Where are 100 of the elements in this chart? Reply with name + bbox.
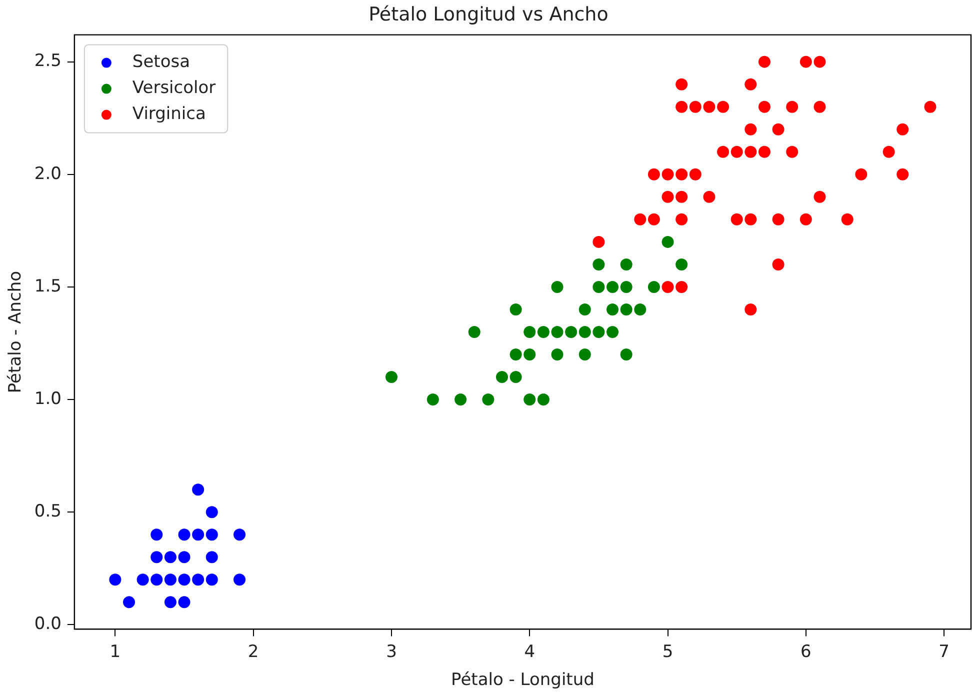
point	[896, 168, 909, 180]
point	[620, 303, 632, 316]
point	[662, 168, 674, 180]
y-axis-title: Pétalo - Ancho	[6, 270, 26, 394]
point	[606, 326, 619, 338]
x-tick-label: 4	[524, 642, 536, 662]
y-tick-label: 0.0	[34, 614, 62, 634]
point	[717, 100, 730, 113]
point	[896, 123, 909, 136]
point	[551, 280, 564, 293]
point	[592, 280, 605, 293]
point	[676, 213, 688, 226]
point	[178, 574, 190, 586]
y-tick-label: 2.5	[34, 51, 62, 72]
point	[772, 123, 784, 136]
chart-title: Pétalo Longitud vs Ancho	[368, 3, 608, 26]
point	[730, 146, 743, 158]
point	[606, 303, 619, 316]
point	[676, 280, 688, 293]
point	[620, 280, 632, 293]
point	[648, 280, 660, 293]
point	[537, 394, 550, 406]
point	[537, 326, 550, 338]
point	[510, 371, 522, 384]
point	[592, 258, 605, 270]
point	[676, 78, 688, 90]
x-tick-label: 6	[800, 642, 812, 662]
point	[496, 371, 508, 384]
point	[192, 574, 204, 586]
point	[744, 146, 757, 158]
point	[524, 326, 536, 338]
y-tick-label: 1.5	[34, 276, 62, 296]
point	[578, 303, 591, 316]
point	[634, 213, 646, 226]
point	[109, 574, 122, 586]
point	[578, 326, 591, 338]
point	[814, 100, 826, 113]
point	[730, 213, 743, 226]
point	[150, 551, 163, 564]
point	[524, 348, 536, 361]
point	[689, 168, 702, 180]
point	[841, 213, 854, 226]
point	[565, 326, 578, 338]
point	[454, 394, 467, 406]
x-axis-title: Pétalo - Longitud	[451, 670, 594, 690]
point	[634, 303, 646, 316]
y-tick-label: 2.0	[34, 164, 62, 184]
point	[510, 348, 522, 361]
point	[744, 78, 757, 90]
point	[744, 303, 757, 316]
point	[744, 123, 757, 136]
point	[578, 348, 591, 361]
point	[136, 574, 149, 586]
point	[178, 551, 190, 564]
point	[814, 190, 826, 203]
point	[772, 213, 784, 226]
point	[620, 348, 632, 361]
y-tick-label: 0.5	[34, 502, 62, 522]
point	[786, 146, 798, 158]
legend-label: Versicolor	[132, 78, 216, 98]
point	[758, 56, 770, 68]
point	[676, 100, 688, 113]
point	[648, 168, 660, 180]
point	[758, 100, 770, 113]
point	[800, 213, 812, 226]
point	[592, 236, 605, 248]
point	[123, 596, 136, 608]
point	[676, 258, 688, 270]
point	[551, 326, 564, 338]
point	[855, 168, 868, 180]
point	[164, 574, 176, 586]
x-tick-label: 3	[386, 642, 397, 662]
x-tick-label: 1	[110, 642, 121, 662]
point	[676, 190, 688, 203]
point	[482, 394, 494, 406]
point	[206, 506, 218, 518]
point	[717, 146, 730, 158]
point	[385, 371, 398, 384]
point	[206, 528, 218, 541]
legend-label: Virginica	[132, 104, 206, 124]
x-tick-label: 5	[662, 642, 674, 662]
point	[192, 484, 204, 496]
point	[150, 574, 163, 586]
x-tick-label: 7	[938, 642, 950, 662]
point	[192, 528, 204, 541]
point	[814, 56, 826, 68]
point	[703, 190, 716, 203]
point	[426, 394, 439, 406]
point	[758, 146, 770, 158]
point	[924, 100, 936, 113]
point	[178, 528, 190, 541]
point	[772, 258, 784, 270]
point	[206, 574, 218, 586]
point	[150, 528, 163, 541]
point	[744, 213, 757, 226]
point	[662, 280, 674, 293]
point	[703, 100, 716, 113]
point	[676, 168, 688, 180]
point	[882, 146, 895, 158]
point	[800, 56, 812, 68]
